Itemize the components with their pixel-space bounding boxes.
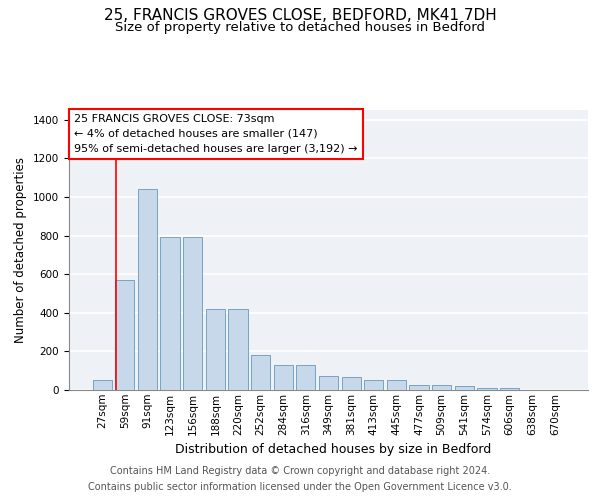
Bar <box>160 238 180 390</box>
Bar <box>319 376 338 390</box>
Bar <box>206 309 225 390</box>
Text: Distribution of detached houses by size in Bedford: Distribution of detached houses by size … <box>175 442 491 456</box>
Y-axis label: Number of detached properties: Number of detached properties <box>14 157 28 343</box>
Bar <box>364 380 383 390</box>
Bar <box>183 238 202 390</box>
Bar <box>500 388 519 390</box>
Bar <box>409 385 428 390</box>
Bar <box>387 380 406 390</box>
Bar <box>138 189 157 390</box>
Text: Size of property relative to detached houses in Bedford: Size of property relative to detached ho… <box>115 21 485 34</box>
Text: Contains public sector information licensed under the Open Government Licence v3: Contains public sector information licen… <box>88 482 512 492</box>
Bar <box>477 388 497 390</box>
Bar <box>274 365 293 390</box>
Text: 25, FRANCIS GROVES CLOSE, BEDFORD, MK41 7DH: 25, FRANCIS GROVES CLOSE, BEDFORD, MK41 … <box>104 8 496 22</box>
Bar <box>229 309 248 390</box>
Text: Contains HM Land Registry data © Crown copyright and database right 2024.: Contains HM Land Registry data © Crown c… <box>110 466 490 476</box>
Bar <box>341 378 361 390</box>
Bar <box>455 386 474 390</box>
Bar <box>115 280 134 390</box>
Bar <box>251 355 270 390</box>
Text: 25 FRANCIS GROVES CLOSE: 73sqm
← 4% of detached houses are smaller (147)
95% of : 25 FRANCIS GROVES CLOSE: 73sqm ← 4% of d… <box>74 114 358 154</box>
Bar <box>432 385 451 390</box>
Bar <box>92 380 112 390</box>
Bar <box>296 365 316 390</box>
